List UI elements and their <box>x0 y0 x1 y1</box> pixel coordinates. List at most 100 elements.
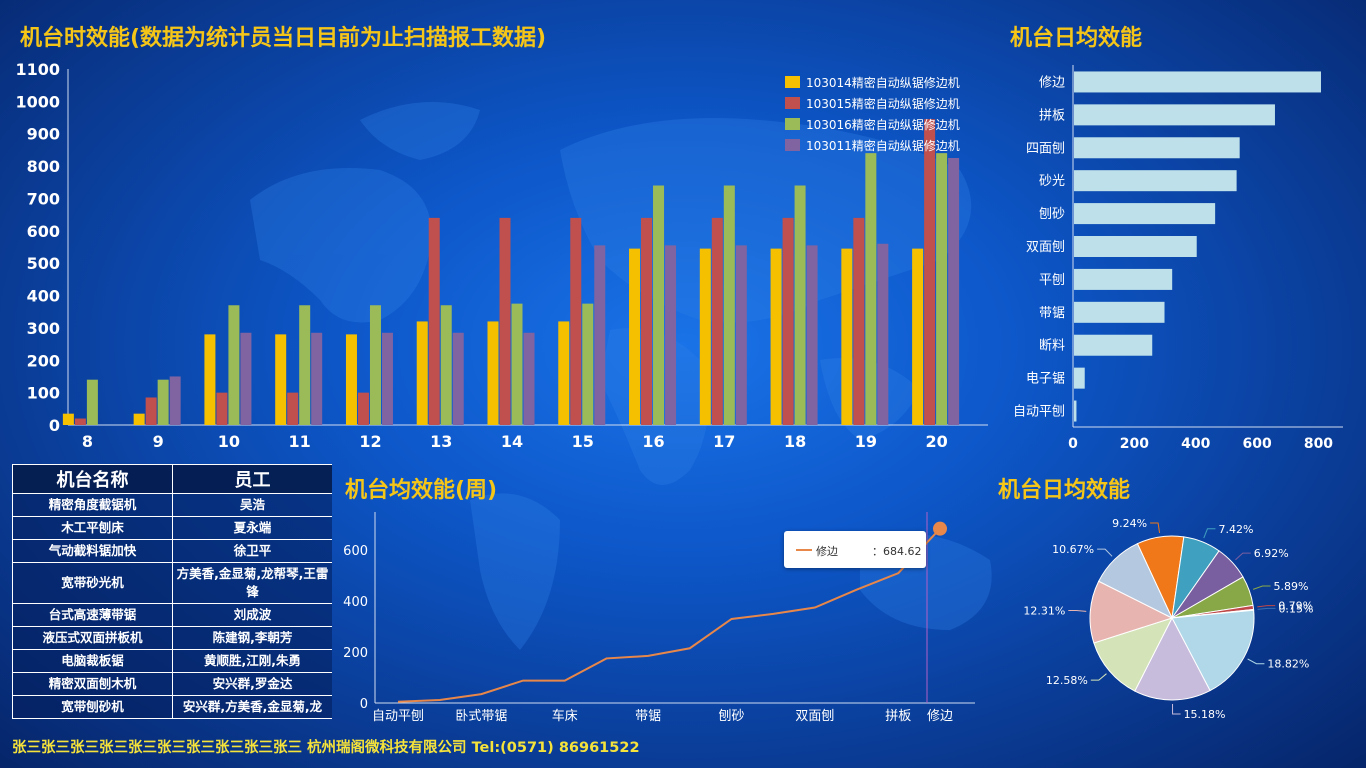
tooltip-value: ：684.62 <box>872 545 922 558</box>
machine-name-cell: 液压式双面拼板机 <box>12 626 173 650</box>
bar <box>653 185 665 425</box>
bar <box>806 245 818 425</box>
bar <box>62 413 74 425</box>
y-tick-label: 600 <box>343 544 368 559</box>
hourly-efficiency-bar-chart: 0 100 200 300 400 500 600 700 800 900 1000 1100 8 9 10… <box>15 60 988 451</box>
x-tick-label: 修边 <box>927 709 953 724</box>
column-header-machine: 机台名称 <box>12 464 173 494</box>
series-line <box>397 527 941 703</box>
machine-name-cell: 精密双面刨木机 <box>12 672 173 696</box>
bar <box>1074 71 1321 93</box>
bar <box>582 303 594 425</box>
category-label: 电子锯 <box>1026 372 1065 387</box>
pie-slice-label: 5.89% <box>1274 580 1309 593</box>
x-tick-label: 17 <box>713 432 735 451</box>
staff-cell: 陈建钢,李朝芳 <box>172 626 332 650</box>
x-tick-label: 8 <box>82 432 93 451</box>
machine-name-cell: 电脑裁板锯 <box>12 649 173 673</box>
x-tick-label: 12 <box>359 432 381 451</box>
bar <box>782 217 794 425</box>
x-tick-label: 13 <box>430 432 452 451</box>
category-label: 砂光 <box>1039 174 1065 189</box>
table-header-row: 机台名称 员工 <box>12 464 332 494</box>
pie-slice-label: 18.82% <box>1267 658 1309 671</box>
table-row: 电脑裁板锯 黄顺胜,江刚,朱勇 <box>12 649 332 673</box>
table-row: 宽带砂光机 方美香,金显菊,龙帮琴,王雷锋 <box>12 562 332 604</box>
legend-label: 103016精密自动纵锯修边机 <box>806 117 960 132</box>
x-tick-label: 自动平刨 <box>372 709 424 724</box>
bar <box>428 217 440 425</box>
machine-name-cell: 宽带砂光机 <box>12 562 173 604</box>
y-tick-label: 400 <box>27 287 60 306</box>
daily-efficiency-pie-title: 机台日均效能 <box>998 478 1131 503</box>
staff-cell: 徐卫平 <box>172 539 332 563</box>
bar <box>169 376 181 425</box>
bar <box>865 153 877 425</box>
x-tick-label: 11 <box>289 432 311 451</box>
machine-name-cell: 宽带刨砂机 <box>12 695 173 719</box>
category-label: 双面刨 <box>1026 240 1065 255</box>
bar <box>133 413 145 425</box>
bar <box>948 158 960 425</box>
legend-swatch <box>785 118 800 130</box>
line-chart-tooltip: 修边 ：684.62 <box>784 531 926 568</box>
highlighted-point <box>933 521 947 536</box>
bar <box>1074 268 1173 290</box>
x-tick-label: 200 <box>1120 436 1149 452</box>
y-tick-label: 1000 <box>15 92 60 111</box>
y-tick-label: 700 <box>27 189 60 208</box>
table-row: 宽带刨砂机 安兴群,方美香,金显菊,龙 <box>12 695 332 719</box>
bar <box>1074 203 1216 225</box>
category-label: 自动平刨 <box>1013 405 1065 420</box>
bar <box>311 332 323 425</box>
bar <box>275 334 287 425</box>
bar <box>912 248 924 425</box>
bar <box>735 245 747 425</box>
bar <box>452 332 464 425</box>
staff-cell: 刘成波 <box>172 603 332 627</box>
tooltip-series-swatch <box>796 549 812 551</box>
x-tick-label: 拼板 <box>885 709 911 724</box>
bar <box>841 248 853 425</box>
y-tick-label: 300 <box>27 319 60 338</box>
bar <box>877 243 889 425</box>
machine-name-cell: 精密角度截锯机 <box>12 493 173 517</box>
bar <box>1074 236 1197 257</box>
pie-slice-label: 15.18% <box>1184 708 1226 721</box>
bar <box>1074 137 1240 159</box>
table-row: 液压式双面拼板机 陈建钢,李朝芳 <box>12 626 332 650</box>
staff-cell: 黄顺胜,江刚,朱勇 <box>172 649 332 673</box>
pie-label-leader <box>1257 605 1276 608</box>
x-tick-label: 带锯 <box>635 709 661 724</box>
staff-cell: 夏永端 <box>172 516 332 540</box>
y-tick-label: 900 <box>27 125 60 144</box>
x-tick-label: 19 <box>855 432 877 451</box>
machine-name-cell: 气动截料锯加快 <box>12 539 173 563</box>
bar <box>299 305 311 425</box>
pie-label-leader <box>1097 548 1113 557</box>
pie-label-leader <box>1247 658 1265 665</box>
pie-slice-label: 7.42% <box>1218 523 1253 536</box>
bar <box>629 248 641 425</box>
y-tick-label: 200 <box>27 351 60 370</box>
footer-company-info: 张三张三张三张三张三张三张三张三张三张三 杭州瑞阁微科技有限公司 Tel:(05… <box>12 740 640 756</box>
x-tick-label: 800 <box>1304 436 1333 452</box>
bar <box>665 245 677 425</box>
legend-swatch <box>785 97 800 109</box>
x-tick-label: 车床 <box>552 708 578 724</box>
x-tick-label: 15 <box>572 432 594 451</box>
daily-efficiency-bar-title: 机台日均效能 <box>1010 26 1143 51</box>
table-row: 台式高速薄带锯 刘成波 <box>12 603 332 627</box>
machine-staff-table-container[interactable]: 机台名称 员工 精密角度截锯机 吴浩 木工平刨床 夏永端 气动截料锯加快 徐卫平 宽带砂光机… <box>12 464 332 736</box>
category-label: 拼板 <box>1039 108 1065 123</box>
bar <box>381 332 393 425</box>
pie-label-leader <box>1172 703 1181 715</box>
pie-slice-label: 9.24% <box>1112 517 1147 530</box>
bar <box>723 185 735 425</box>
legend-label: 103015精密自动纵锯修边机 <box>806 96 960 111</box>
hourly-efficiency-title: 机台时效能(数据为统计员当日目前为止扫描报工数据) <box>20 26 547 51</box>
category-label: 刨砂 <box>1039 207 1065 222</box>
bar <box>711 217 723 425</box>
bar <box>487 321 499 425</box>
y-tick-label: 0 <box>49 416 60 435</box>
